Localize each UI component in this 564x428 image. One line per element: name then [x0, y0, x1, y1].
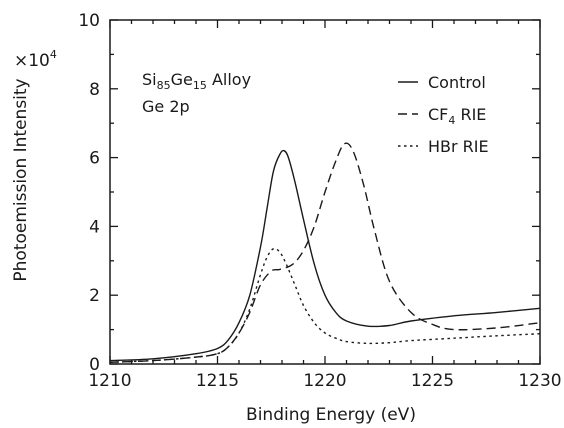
- legend: Control CF4 RIE HBr RIE: [398, 73, 489, 156]
- y-tick-label: 4: [89, 217, 100, 237]
- x-axis-label: Binding Energy (eV): [246, 405, 416, 425]
- y-tick-label: 10: [78, 11, 100, 31]
- x-tick-label: 1220: [303, 371, 346, 391]
- series-line-control: [109, 149, 541, 362]
- x-tick-label: 1230: [518, 371, 561, 391]
- plot-area: 1210 1215 1220 1225 1230 0 2 4 6 8 10: [78, 11, 561, 391]
- legend-label-control: Control: [428, 73, 486, 92]
- y-tick-label: 6: [89, 149, 100, 169]
- y-tick-label: 0: [89, 355, 100, 375]
- legend-label-hbr: HBr RIE: [428, 137, 489, 156]
- x-tick-label: 1225: [411, 371, 454, 391]
- alloy-annotation: Si85Ge15 Alloy: [142, 70, 251, 92]
- x-tick-label: 1215: [196, 371, 239, 391]
- y-axis-label: Photoemission Intensity: [11, 78, 31, 281]
- legend-label-cf4: CF4 RIE: [428, 105, 486, 127]
- y-multiplier-label: ×104: [14, 48, 57, 71]
- core-level-annotation: Ge 2p: [142, 97, 190, 116]
- x-tick-label: 1210: [88, 371, 131, 391]
- y-tick-label: 2: [89, 286, 100, 306]
- y-tick-label: 8: [89, 80, 100, 100]
